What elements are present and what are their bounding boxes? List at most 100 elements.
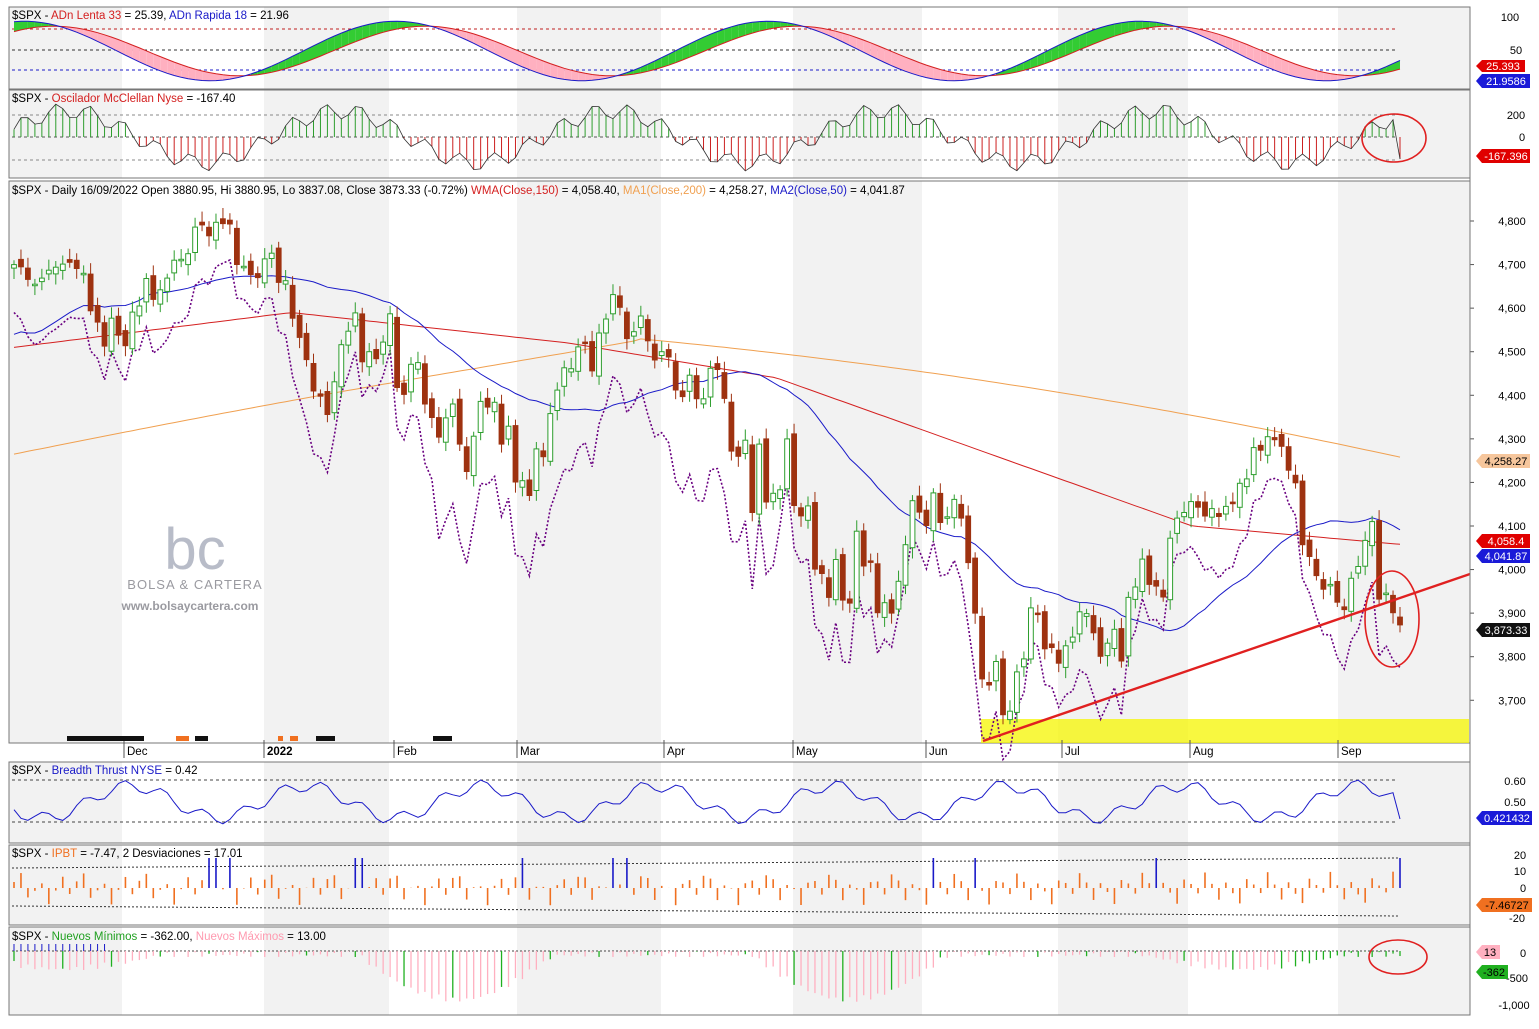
adn-fill (626, 70, 634, 75)
candle (261, 258, 268, 284)
candle (902, 544, 909, 586)
ipbt-panel: $SPX - IPBT = -7.47, 2 Desviaciones = 17… (8, 844, 1532, 926)
adn-tag-red: 25.393 (1476, 60, 1525, 73)
adn-fill (787, 22, 795, 27)
candle (1069, 636, 1076, 643)
candle (1174, 517, 1180, 534)
candle (923, 509, 930, 527)
month-label: Aug (1193, 746, 1213, 758)
adn-fill (738, 23, 746, 38)
candle (484, 397, 491, 408)
adn-fill (313, 42, 321, 59)
adn-tick-50: 50 (1510, 45, 1522, 57)
adn-tick-100: 100 (1501, 12, 1519, 24)
candle (721, 372, 728, 399)
candle (185, 253, 191, 266)
adn-fill (229, 75, 237, 80)
adn-fill (202, 71, 209, 81)
watermark: bc BOLSA & CARTERA www.bolsaycartera.com (121, 517, 262, 613)
tag-ma200: 4,258.27 (1476, 454, 1530, 468)
candle (25, 267, 31, 280)
candle (937, 492, 944, 523)
adn-fill (1135, 21, 1143, 31)
candle (1383, 592, 1389, 596)
candle (665, 349, 672, 358)
adn-fill (1232, 39, 1240, 55)
nm-tag-pink: 13 (1476, 945, 1500, 959)
candle (157, 289, 164, 305)
month-label: Jun (929, 746, 948, 758)
month-label: Dec (127, 746, 148, 758)
candle (951, 498, 958, 519)
candle (846, 598, 853, 604)
candle (317, 393, 324, 397)
candle (763, 438, 770, 503)
adn-slow-line (13, 25, 1401, 77)
candle (1167, 537, 1174, 601)
candle (554, 389, 561, 412)
adn-fill (264, 66, 272, 74)
gap-marker (433, 736, 452, 741)
adn-fill (1316, 70, 1324, 81)
price-tick-label: 3,800 (1498, 652, 1526, 664)
month-band (1058, 927, 1188, 1015)
candle (540, 450, 547, 458)
candle (1104, 642, 1111, 657)
month-band (793, 927, 922, 1015)
candle (637, 315, 644, 328)
adn-panel: $SPX - ADn Lenta 33 = 25.39, ADn Rapida … (8, 6, 1530, 90)
candle (944, 516, 951, 519)
candle (986, 682, 993, 686)
svg-text:0.421432: 0.421432 (1484, 813, 1530, 825)
month-label: Sep (1341, 746, 1361, 758)
candle (1111, 628, 1118, 649)
candle (1271, 437, 1278, 441)
candle (1076, 611, 1083, 635)
adn-fill (696, 37, 704, 55)
month-band (1058, 90, 1188, 178)
candle (589, 341, 596, 372)
month-band (1338, 762, 1470, 843)
candle (1139, 558, 1146, 592)
candle (547, 413, 554, 462)
month-band (793, 90, 922, 178)
adn-fill (111, 37, 119, 52)
ipbt-tick-10: 10 (1514, 866, 1526, 878)
month-label: 2022 (267, 746, 293, 758)
adn-fill (1100, 25, 1108, 42)
bt-tick-050: 0.50 (1504, 797, 1525, 809)
candle (867, 560, 874, 563)
month-band (264, 90, 389, 178)
candle (129, 311, 136, 350)
adn-fill (557, 66, 565, 80)
tag-ma50: 4,041.87 (1476, 549, 1530, 563)
candle (422, 363, 428, 405)
candle (1250, 447, 1257, 476)
adn-fill (209, 72, 216, 81)
watermark-url: www.bolsaycartera.com (121, 599, 259, 613)
month-band (793, 845, 922, 925)
candle (1090, 615, 1097, 634)
adn-fill (710, 31, 718, 49)
candle (679, 390, 686, 398)
adn-fill (327, 36, 335, 54)
adn-fill (905, 57, 913, 74)
adn-fill (383, 21, 391, 33)
adn-fill (306, 45, 314, 62)
candle (199, 221, 205, 226)
gap-marker (67, 736, 144, 741)
adn-fill (766, 21, 774, 30)
candle (59, 263, 66, 271)
mcc-title: $SPX - Oscilador McClellan Nyse = -167.4… (12, 93, 235, 105)
price-tick-label: 4,500 (1498, 347, 1526, 359)
candle (1181, 512, 1187, 518)
bt-title: $SPX - Breadth Thrust NYSE = 0.42 (12, 765, 198, 777)
adn-fill (104, 34, 112, 49)
adn-fill (1065, 38, 1073, 56)
adn-fill (1037, 52, 1045, 67)
month-band (264, 927, 389, 1015)
svg-text:-7.46727: -7.46727 (1485, 900, 1528, 912)
adn-fill (1337, 74, 1345, 81)
candle (1292, 474, 1299, 484)
